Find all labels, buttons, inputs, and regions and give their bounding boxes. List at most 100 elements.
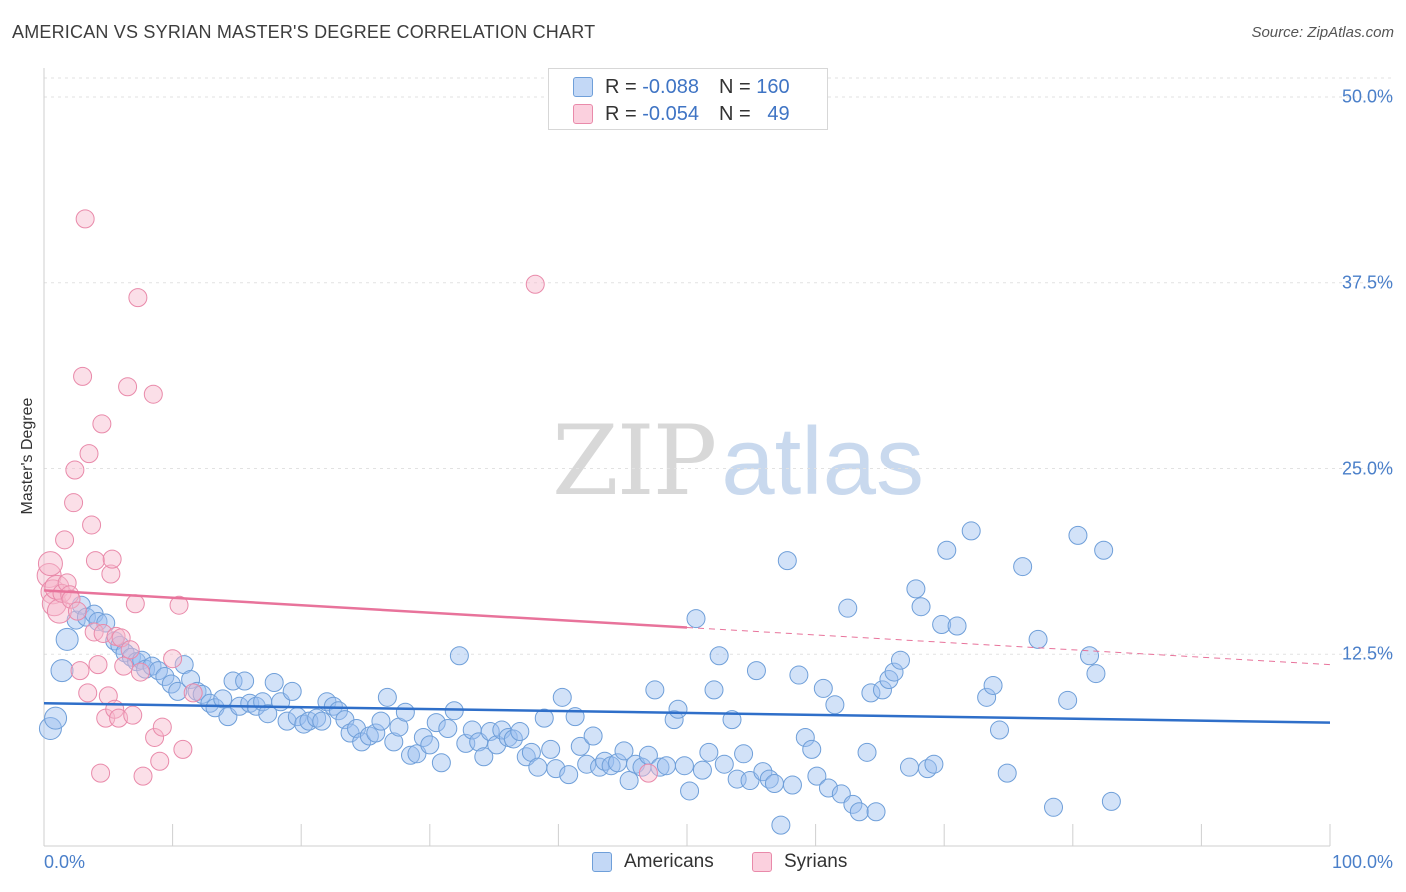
point-americans xyxy=(789,665,809,685)
point-syrians xyxy=(37,551,63,577)
point-americans xyxy=(377,687,397,707)
point-syrians xyxy=(65,460,85,480)
point-americans xyxy=(866,802,886,822)
legend-r-label: R = xyxy=(605,102,637,125)
point-americans xyxy=(168,681,188,701)
point-americans xyxy=(50,659,74,683)
point-americans xyxy=(884,662,904,682)
point-americans xyxy=(503,729,523,749)
point-americans xyxy=(614,741,634,761)
point-syrians xyxy=(93,623,113,643)
series-label-syrians: Syrians xyxy=(784,851,848,872)
point-americans xyxy=(552,687,572,707)
point-americans xyxy=(384,732,404,752)
series-syrians xyxy=(36,209,658,786)
series-legend-syrians[interactable]: Syrians xyxy=(752,851,847,873)
point-americans xyxy=(937,540,957,560)
point-americans xyxy=(753,762,773,782)
point-americans xyxy=(1080,646,1100,666)
legend-swatch-americans xyxy=(573,77,593,97)
series-legend-americans[interactable]: Americans xyxy=(592,851,714,873)
point-americans xyxy=(680,781,700,801)
point-americans xyxy=(890,650,910,670)
point-syrians xyxy=(143,384,163,404)
point-americans xyxy=(438,719,458,739)
point-americans xyxy=(861,683,881,703)
point-americans xyxy=(932,615,952,635)
y-tick-label: 25.0% xyxy=(1341,458,1393,478)
point-americans xyxy=(1101,791,1121,811)
point-syrians xyxy=(109,708,129,728)
point-americans xyxy=(709,646,729,666)
point-americans xyxy=(546,759,566,779)
point-americans xyxy=(449,646,469,666)
point-americans xyxy=(1086,664,1106,684)
point-americans xyxy=(431,753,451,773)
legend-row-americans: R = -0.088 N = 160 xyxy=(573,75,790,99)
point-syrians xyxy=(55,530,75,550)
point-americans xyxy=(1068,525,1088,545)
point-americans xyxy=(645,680,665,700)
point-syrians xyxy=(82,515,102,535)
point-americans xyxy=(722,710,742,730)
point-syrians xyxy=(73,366,93,386)
point-americans xyxy=(795,727,815,747)
point-syrians xyxy=(128,288,148,308)
point-americans xyxy=(997,763,1017,783)
point-americans xyxy=(1028,629,1048,649)
point-syrians xyxy=(173,739,193,759)
point-americans xyxy=(366,723,386,743)
point-americans xyxy=(656,756,676,776)
point-americans xyxy=(668,699,688,719)
point-americans xyxy=(413,727,433,747)
trendline-americans xyxy=(43,702,1331,724)
trendline-extension-syrians xyxy=(686,627,1331,666)
series-swatch-syrians xyxy=(752,852,772,872)
point-syrians xyxy=(525,274,545,294)
point-syrians xyxy=(163,649,183,669)
point-syrians xyxy=(102,549,122,569)
point-americans xyxy=(352,732,372,752)
point-syrians xyxy=(78,683,98,703)
series-americans xyxy=(38,521,1121,835)
point-americans xyxy=(771,815,791,835)
stats-legend: R = -0.088 N = 160 R = -0.054 N = 49 xyxy=(548,68,828,130)
legend-row-syrians: R = -0.054 N = 49 xyxy=(573,102,790,126)
point-americans xyxy=(282,681,302,701)
point-americans xyxy=(213,689,233,709)
legend-n-label: N = xyxy=(718,102,751,125)
point-americans xyxy=(989,720,1009,740)
point-americans xyxy=(395,702,415,722)
point-americans xyxy=(674,756,694,776)
point-americans xyxy=(44,706,68,730)
point-americans xyxy=(947,616,967,636)
point-syrians xyxy=(150,751,170,771)
point-americans xyxy=(619,771,639,791)
point-americans xyxy=(650,757,670,777)
point-syrians xyxy=(88,655,108,675)
point-americans xyxy=(88,612,108,632)
y-tick-label: 12.5% xyxy=(1341,643,1393,664)
point-americans xyxy=(764,774,784,794)
y-tick-label: 50.0% xyxy=(1341,86,1393,107)
point-americans xyxy=(371,711,391,731)
point-americans xyxy=(849,802,869,822)
point-americans xyxy=(1058,690,1078,710)
legend-swatch-syrians xyxy=(573,104,593,124)
x-tick-label-end: 100.0% xyxy=(1331,852,1393,872)
point-syrians xyxy=(67,601,87,621)
point-americans xyxy=(401,745,421,765)
point-americans xyxy=(541,739,561,759)
point-americans xyxy=(426,713,446,733)
point-americans xyxy=(983,675,1003,695)
point-americans xyxy=(258,704,278,724)
point-americans xyxy=(977,687,997,707)
point-syrians xyxy=(120,640,140,660)
point-syrians xyxy=(114,656,134,676)
chart-source: Source: ZipAtlas.com xyxy=(1251,24,1394,41)
point-americans xyxy=(857,742,877,762)
point-americans xyxy=(872,680,892,700)
point-americans xyxy=(528,757,548,777)
point-americans xyxy=(510,722,530,742)
